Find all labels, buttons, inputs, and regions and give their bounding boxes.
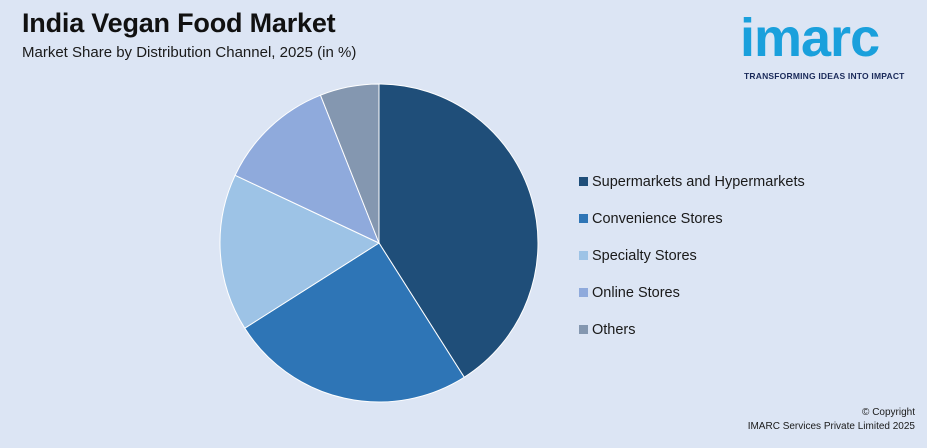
legend-swatch [579, 251, 588, 260]
chart-title: India Vegan Food Market [22, 8, 336, 38]
chart-legend: Supermarkets and Hypermarkets Convenienc… [579, 163, 805, 348]
legend-item-online: Online Stores [579, 274, 805, 311]
logo-wordmark: imarc [740, 8, 880, 68]
logo-tagline: TRANSFORMING IDEAS INTO IMPACT [744, 71, 905, 81]
slice-online [234, 94, 380, 244]
legend-item-others: Others [579, 311, 805, 348]
legend-item-specialty: Specialty Stores [579, 237, 805, 274]
legend-label: Others [592, 321, 636, 338]
legend-item-supermarkets: Supermarkets and Hypermarkets [579, 163, 805, 200]
legend-label: Online Stores [592, 284, 680, 301]
legend-label: Convenience Stores [592, 210, 723, 227]
slice-convenience [244, 242, 465, 403]
chart-subtitle: Market Share by Distribution Channel, 20… [22, 44, 357, 61]
company-line: IMARC Services Private Limited 2025 [747, 421, 915, 432]
legend-item-convenience: Convenience Stores [579, 200, 805, 237]
copyright-footer: © Copyright IMARC Services Private Limit… [748, 406, 915, 434]
legend-swatch [579, 288, 588, 297]
copyright-line: © Copyright [862, 407, 915, 418]
slice-specialty [219, 174, 381, 329]
slice-supermarkets [378, 83, 539, 378]
legend-swatch [579, 325, 588, 334]
legend-swatch [579, 177, 588, 186]
slice-others [319, 83, 380, 244]
legend-label: Specialty Stores [592, 247, 697, 264]
legend-label: Supermarkets and Hypermarkets [592, 173, 805, 190]
imarc-logo: imarc TRANSFORMING IDEAS INTO IMPACT [740, 8, 922, 86]
legend-swatch [579, 214, 588, 223]
